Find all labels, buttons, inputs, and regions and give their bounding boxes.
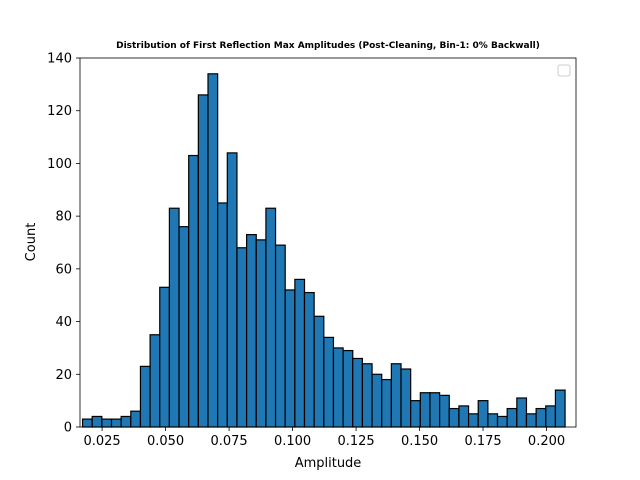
y-axis-label: Count	[24, 223, 39, 262]
histogram-bar	[496, 415, 508, 428]
histogram-bar	[226, 152, 238, 428]
plot-frame	[79, 57, 577, 428]
histogram-bar	[188, 154, 199, 428]
histogram-bar	[91, 415, 103, 428]
histogram-bar	[361, 363, 373, 428]
histogram-bar	[342, 349, 354, 428]
histogram-bar	[303, 291, 315, 428]
histogram-bar	[168, 207, 180, 428]
histogram-bar	[265, 207, 277, 428]
x-tick-label: 0.150	[401, 434, 438, 449]
x-tick-label: 0.175	[464, 434, 501, 449]
histogram-bar	[487, 413, 499, 428]
x-axis-label: Amplitude	[295, 456, 362, 471]
histogram-bar	[274, 244, 286, 428]
histogram-bar	[101, 418, 113, 428]
histogram-bar	[323, 336, 335, 428]
x-tick-label: 0.200	[528, 434, 565, 449]
histogram-bar	[178, 226, 190, 428]
histogram-bar	[313, 315, 325, 428]
x-tick-label: 0.100	[274, 434, 311, 449]
y-tick-label: 0	[64, 421, 72, 436]
y-tick-label: 140	[47, 52, 72, 67]
histogram-bar	[400, 368, 412, 428]
histogram-bar	[139, 365, 151, 428]
legend-box	[557, 64, 571, 77]
histogram-bar	[516, 397, 528, 428]
y-tick-label: 40	[55, 315, 72, 330]
histogram-bar	[236, 247, 248, 428]
histogram-bar	[429, 392, 441, 428]
bars-group	[81, 73, 566, 428]
histogram-bar	[217, 202, 228, 428]
histogram-bar	[535, 407, 547, 428]
histogram-bar	[149, 334, 161, 428]
histogram-bar	[246, 233, 257, 428]
histogram-bar	[410, 400, 421, 428]
y-tick-label: 100	[47, 157, 72, 172]
x-tick-label: 0.050	[147, 434, 184, 449]
histogram-bar	[130, 410, 142, 428]
histogram-bar	[294, 278, 306, 428]
histogram-bar	[419, 392, 431, 428]
histogram-bar	[159, 286, 170, 428]
x-tick-label: 0.125	[337, 434, 374, 449]
histogram-bar	[371, 373, 383, 428]
y-tick-label: 60	[55, 262, 72, 277]
histogram-bar	[545, 405, 557, 428]
histogram-bar	[255, 239, 267, 428]
ticks-group: 0.025 0.050 0.075 0.100 0.125 0.150 0.175 0.200…	[47, 52, 565, 450]
histogram-bar	[525, 413, 537, 428]
x-tick-label: 0.075	[210, 434, 247, 449]
chart-title: Distribution of First Reflection Max Amp…	[116, 41, 540, 51]
histogram-bar	[197, 94, 209, 428]
histogram-bar	[477, 400, 489, 428]
histogram-bar	[207, 73, 219, 428]
histogram-bar	[439, 394, 450, 428]
histogram-bar	[467, 413, 479, 428]
histogram-bar	[554, 389, 566, 428]
histogram-bar	[332, 347, 344, 428]
x-tick-label: 0.025	[83, 434, 120, 449]
y-tick-label: 20	[55, 368, 72, 383]
histogram-bar	[352, 357, 364, 428]
histogram-bar	[110, 418, 122, 428]
histogram-bar	[120, 415, 132, 428]
y-tick-label: 120	[47, 104, 72, 119]
histogram-bar	[81, 418, 93, 428]
histogram-bar	[458, 405, 470, 428]
histogram-bar	[390, 363, 402, 428]
histogram-bar	[284, 289, 296, 428]
histogram-bar	[448, 407, 460, 428]
histogram-bar	[381, 378, 392, 428]
histogram-bar	[506, 407, 518, 428]
y-tick-label: 80	[55, 210, 72, 225]
